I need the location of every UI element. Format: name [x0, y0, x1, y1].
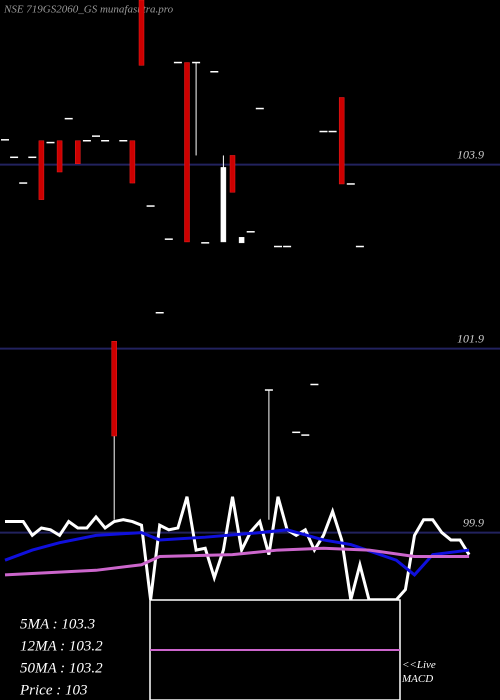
stat-label: 5MA : 103.3	[20, 616, 95, 632]
y-tick-label: 103.9	[457, 147, 484, 161]
chart-title: NSE 719GS2060_GS munafasutra.pro	[3, 4, 174, 16]
candle-body	[75, 140, 81, 164]
indicator-line	[4, 528, 470, 577]
macd-label: <<Live MACD	[401, 659, 436, 685]
indicator-line	[4, 546, 470, 577]
macd-label-line: <<Live	[402, 659, 436, 671]
candle-body	[238, 237, 245, 244]
candle-body	[56, 140, 63, 173]
macd-label-line: MACD	[401, 673, 433, 685]
candle-body	[38, 140, 45, 200]
y-tick-label: 101.9	[457, 331, 484, 345]
stat-label: 12MA : 103.2	[20, 638, 103, 654]
y-tick-label: 99.9	[463, 515, 484, 529]
candle-body	[338, 97, 345, 185]
stat-label: Price : 103	[19, 682, 87, 698]
candle-body	[229, 155, 236, 193]
candle-body	[184, 62, 190, 243]
candle-body	[138, 0, 145, 66]
candle-body	[111, 341, 117, 437]
candle-body	[129, 140, 136, 184]
candle-body	[220, 167, 227, 243]
stat-label: 50MA : 103.2	[20, 660, 103, 676]
